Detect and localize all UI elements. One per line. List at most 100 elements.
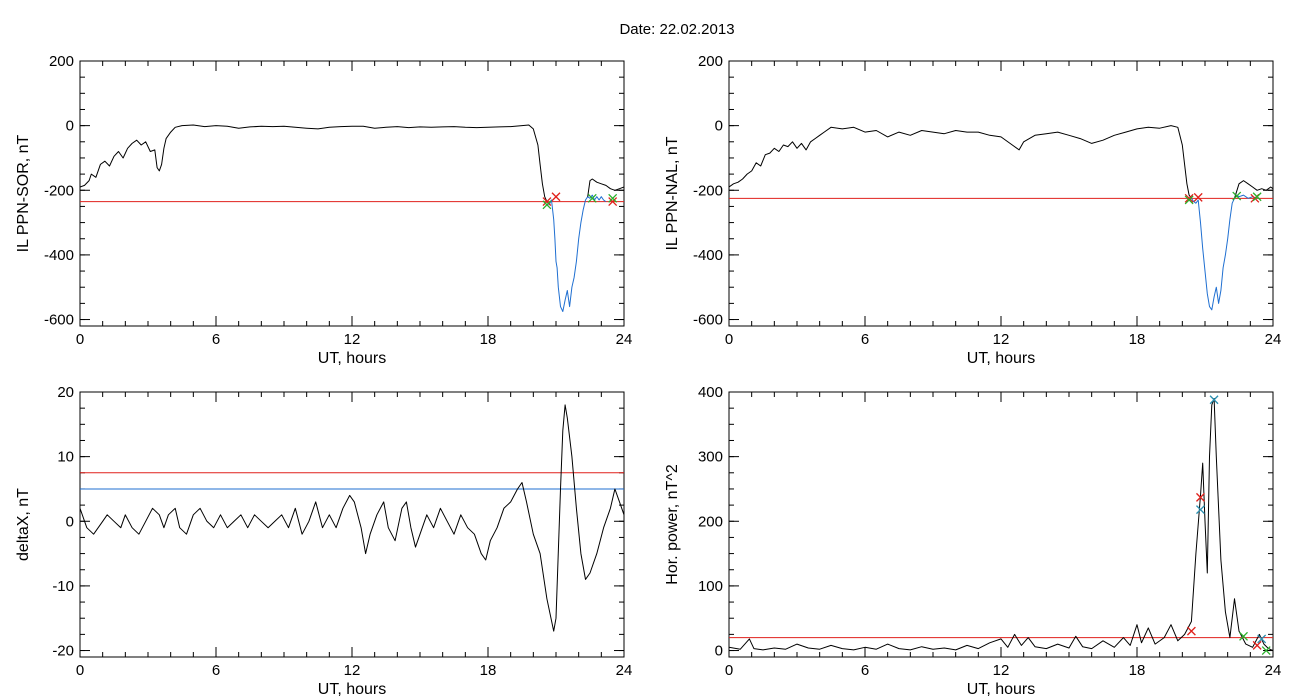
y-tick-label: 100	[698, 578, 723, 595]
x-tick-label: 18	[1129, 331, 1146, 348]
event-marker-stroke	[1193, 192, 1203, 202]
x-axis-title: UT, hours	[318, 681, 386, 698]
x-tick-label: 0	[725, 331, 733, 348]
event-marker-stroke	[1184, 193, 1194, 203]
plot-data	[80, 404, 624, 632]
event-marker	[1239, 631, 1248, 641]
event-marker-stroke	[1196, 492, 1205, 502]
y-tick-label: 300	[698, 449, 723, 466]
x-tick-label: 6	[212, 662, 220, 679]
x-tick-label: 12	[993, 331, 1010, 348]
event-marker	[1196, 492, 1205, 502]
y-tick-label: 0	[715, 118, 723, 135]
event-marker-stroke	[1239, 631, 1248, 641]
y-tick-label: -400	[44, 247, 74, 264]
plot-frame	[79, 391, 625, 658]
event-marker	[1252, 192, 1262, 202]
event-marker	[1184, 193, 1194, 203]
event-marker	[542, 197, 552, 207]
event-marker-stroke	[1261, 646, 1271, 655]
series-line-1	[1190, 194, 1258, 311]
event-marker-stroke	[1257, 634, 1267, 644]
y-tick-label: -200	[693, 182, 723, 199]
event-marker	[1252, 640, 1262, 650]
x-tick-label: 0	[725, 662, 733, 679]
y-axis-title: deltaX, nT	[15, 488, 32, 561]
y-tick-label: 10	[57, 449, 74, 466]
event-marker-stroke	[1252, 192, 1262, 202]
event-marker	[1196, 505, 1205, 515]
y-tick-label: 200	[698, 53, 723, 70]
event-marker	[1193, 192, 1203, 202]
y-tick-label: 0	[66, 513, 74, 530]
event-marker	[1232, 191, 1242, 201]
x-tick-label: 24	[616, 662, 633, 679]
figure-date-title: Date: 22.02.2013	[619, 21, 734, 38]
x-tick-label: 12	[344, 662, 361, 679]
event-marker	[587, 193, 597, 203]
event-marker	[608, 193, 618, 203]
event-marker	[542, 200, 552, 210]
panel-ppn-sor: 0 6 12 18 24 -600 -400 -200 0 200 UT, hours IL PPN-…	[15, 53, 632, 367]
event-marker-stroke	[1252, 640, 1262, 650]
x-axis-title: UT, hours	[967, 681, 1035, 698]
x-tick-label: 18	[480, 331, 497, 348]
series-line-0	[80, 124, 548, 202]
event-marker-stroke	[587, 193, 597, 203]
event-marker-stroke	[551, 192, 561, 202]
plot-frame	[79, 60, 625, 327]
event-marker-stroke	[1209, 395, 1219, 405]
y-axis-title: IL PPN-SOR, nT	[15, 134, 32, 252]
y-tick-label: 0	[715, 643, 723, 660]
event-marker	[1184, 195, 1194, 205]
x-axis-title: UT, hours	[967, 350, 1035, 367]
event-marker	[1186, 626, 1196, 636]
y-axis-title: IL PPN-NAL, nT	[664, 136, 681, 250]
event-marker-stroke	[1184, 195, 1194, 205]
panel-delta-x: 0 6 12 18 24 -20 -10 0 10 20 UT, hours deltaX, nT	[15, 384, 632, 698]
plot-data	[80, 124, 624, 312]
x-tick-label: 24	[1265, 662, 1282, 679]
x-tick-label: 6	[212, 331, 220, 348]
plot-data	[729, 125, 1273, 311]
x-tick-label: 12	[344, 331, 361, 348]
event-marker-stroke	[608, 197, 618, 207]
series-line-0	[729, 125, 1192, 199]
y-tick-label: -10	[52, 578, 74, 595]
y-tick-label: 20	[57, 384, 74, 401]
y-tick-label: 200	[698, 513, 723, 530]
series-line-2	[587, 178, 624, 197]
y-axis-title: Hor. power, nT^2	[664, 464, 681, 585]
event-marker-stroke	[542, 197, 552, 207]
event-marker	[1209, 395, 1219, 405]
x-tick-label: 24	[1265, 331, 1282, 348]
y-tick-label: -600	[44, 312, 74, 329]
event-marker-stroke	[542, 200, 552, 210]
event-marker	[551, 192, 561, 202]
event-marker-stroke	[608, 193, 618, 203]
series-line-0	[80, 404, 624, 632]
x-tick-label: 18	[1129, 662, 1146, 679]
x-tick-label: 0	[76, 331, 84, 348]
x-tick-label: 0	[76, 662, 84, 679]
x-tick-label: 6	[861, 662, 869, 679]
y-tick-label: 200	[49, 53, 74, 70]
x-tick-label: 24	[616, 331, 633, 348]
plot-frame	[728, 60, 1274, 327]
series-line-2	[1234, 180, 1273, 199]
y-tick-label: -200	[44, 182, 74, 199]
y-tick-label: -20	[52, 643, 74, 660]
event-marker-stroke	[1196, 505, 1205, 515]
event-marker-stroke	[1186, 626, 1196, 636]
event-marker	[1257, 634, 1267, 644]
y-tick-label: 400	[698, 384, 723, 401]
y-tick-label: -400	[693, 247, 723, 264]
panel-ppn-nal: 0 6 12 18 24 -600 -400 -200 0 200 UT, hours IL PPN-…	[664, 53, 1281, 367]
event-marker	[1261, 646, 1271, 655]
x-tick-label: 12	[993, 662, 1010, 679]
y-tick-label: -600	[693, 312, 723, 329]
event-marker	[608, 197, 618, 207]
series-line-0	[729, 398, 1273, 651]
y-tick-label: 0	[66, 118, 74, 135]
